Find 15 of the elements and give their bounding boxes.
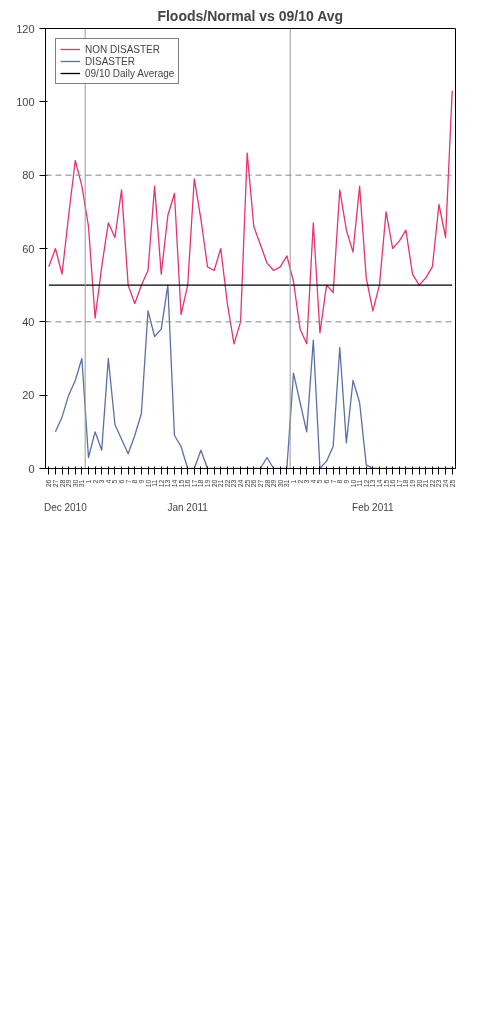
text: Dec 2010 (43, 501, 88, 513)
text: Feb 2011 (352, 501, 395, 513)
y-tick-label: 0 (28, 462, 35, 475)
legend-label: NON DISASTER (85, 43, 161, 55)
y-tick-label: 40 (22, 315, 35, 328)
y-tick-label: 120 (16, 22, 35, 35)
legend-label: 09/10 Daily Average (85, 67, 175, 79)
y-tick-label: 20 (22, 389, 35, 402)
y-tick-label: 60 (22, 242, 35, 255)
text: Jan 2011 (167, 501, 209, 513)
legend-label: DISASTER (85, 55, 136, 67)
y-tick-label: 100 (16, 95, 35, 108)
y-tick-label: 80 (22, 169, 35, 182)
chart-title: Floods/Normal vs 09/10 Avg (157, 7, 344, 24)
line-series (48, 90, 453, 345)
